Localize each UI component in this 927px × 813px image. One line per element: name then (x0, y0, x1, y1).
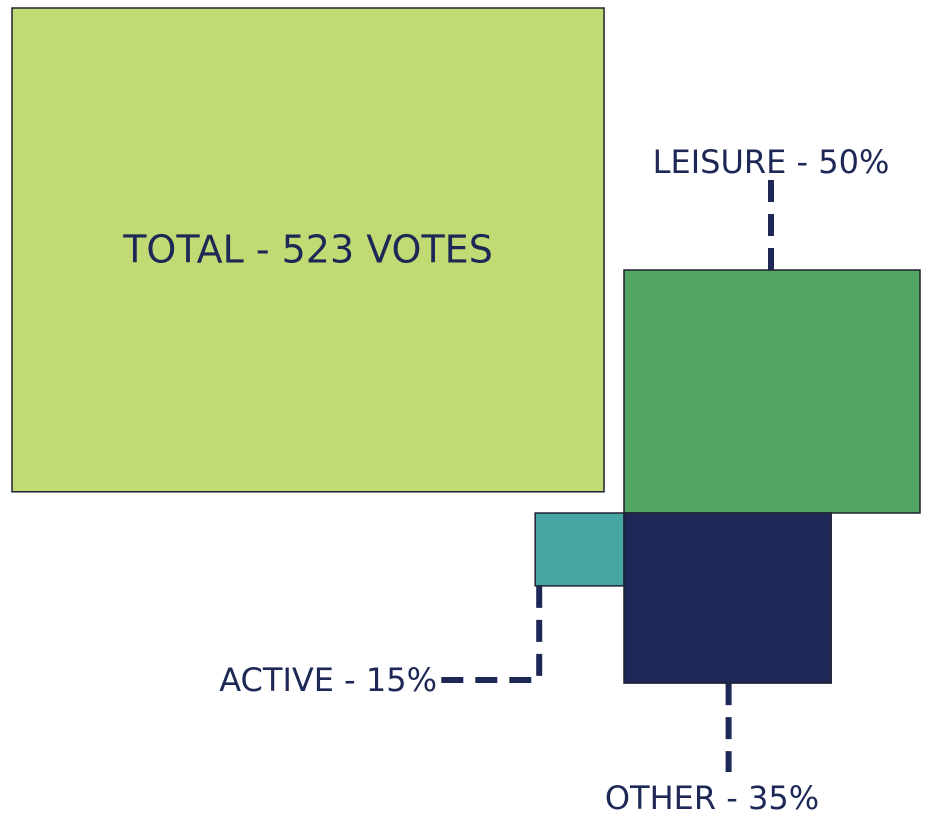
connector (440, 585, 543, 683)
data-label: OTHER - 35% (605, 779, 819, 813)
other-block (623, 512, 832, 684)
active-block (534, 512, 625, 587)
total-block (11, 7, 605, 493)
data-label: LEISURE - 50% (653, 143, 890, 181)
data-label: ACTIVE - 15% (219, 661, 437, 699)
total-label: TOTAL - 523 VOTES (122, 228, 493, 272)
leisure-block (623, 269, 921, 514)
